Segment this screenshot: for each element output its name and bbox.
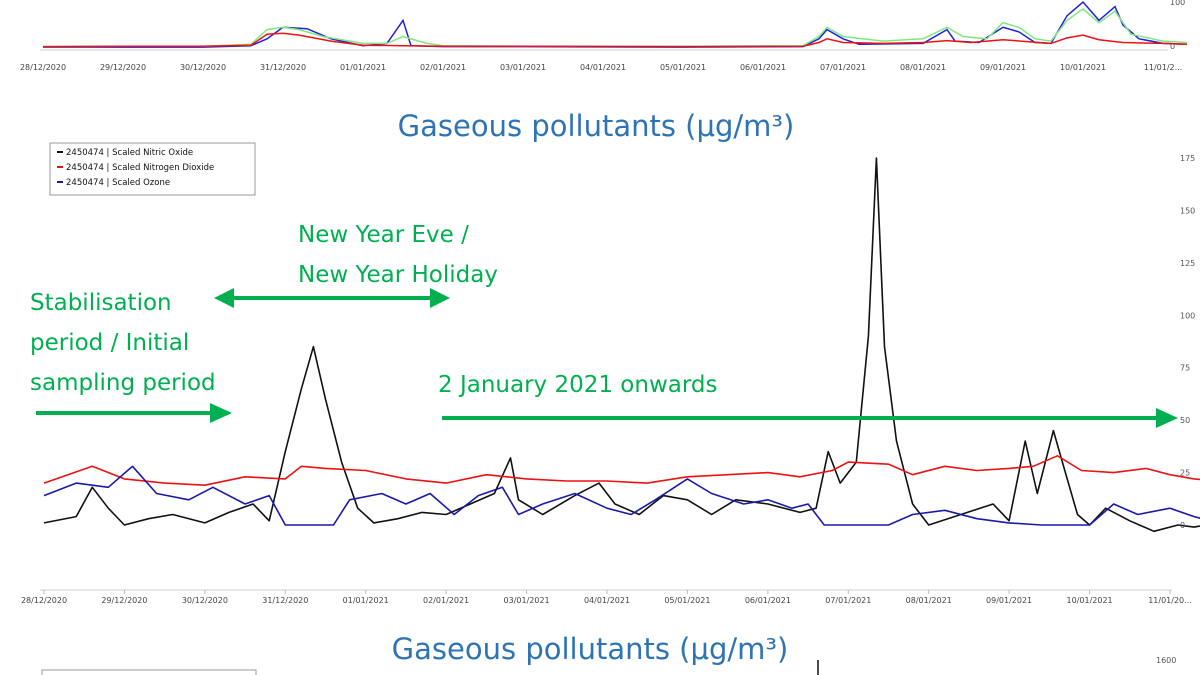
- arrow-stabilisation: [36, 403, 232, 423]
- top-x-tick-label: 03/01/2021: [500, 63, 546, 72]
- x-tick-label: 06/01/2021: [745, 596, 791, 605]
- series-line-2450474-scaled-nitrogen-dioxide: [43, 455, 1200, 486]
- y-tick-label: 175: [1180, 154, 1195, 163]
- y-tick-label: 25: [1180, 469, 1190, 478]
- x-tick-label: 07/01/2021: [825, 596, 871, 605]
- y-tick-label: 0: [1180, 521, 1185, 530]
- annotations: New Year Eve / New Year Holiday Stabilis…: [30, 222, 1178, 428]
- top-x-tick-label: 31/12/2020: [260, 63, 306, 72]
- top-series-line-1: [42, 7, 1188, 48]
- top-x-tick-label: 07/01/2021: [820, 63, 866, 72]
- x-tick-label: 04/01/2021: [584, 596, 630, 605]
- legend-item-2450474-scaled-nitric-oxide: 2450474 | Scaled Nitric Oxide: [66, 148, 193, 158]
- x-tick-label: 30/12/2020: [182, 596, 228, 605]
- series-line-2450474-scaled-ozone: [43, 465, 1200, 526]
- top-chart-y-ticks: 100 0: [1170, 0, 1185, 51]
- annotation-stabilisation: Stabilisation: [30, 290, 172, 316]
- top-series-line-2: [42, 32, 1188, 48]
- legend-item-2450474-scaled-ozone: 2450474 | Scaled Ozone: [66, 178, 170, 188]
- middle-chart-title: Gaseous pollutants (μg/m³): [398, 109, 795, 143]
- top-x-tick-label: 04/01/2021: [580, 63, 626, 72]
- middle-chart: Gaseous pollutants (μg/m³) 28/12/2020 29/…: [21, 109, 1200, 605]
- top-chart: 28/12/2020 29/12/2020 30/12/2020 31/12/2020…: [20, 0, 1188, 72]
- arrow-2-january-onwards: [442, 408, 1178, 428]
- x-tick-label: 03/01/2021: [504, 596, 550, 605]
- x-tick-label: 01/01/2021: [343, 596, 389, 605]
- top-chart-x-ticks: 28/12/2020 29/12/2020 30/12/2020 31/12/2020…: [20, 63, 1182, 72]
- y-tick-label: 75: [1180, 364, 1190, 373]
- top-y-tick-label: 0: [1170, 42, 1175, 51]
- bottom-chart: Gaseous pollutants (μg/m³) 1600: [41, 632, 1176, 675]
- top-x-tick-label: 09/01/2021: [980, 63, 1026, 72]
- top-x-tick-label: 02/01/2021: [420, 63, 466, 72]
- x-tick-label: 02/01/2021: [423, 596, 469, 605]
- bottom-legend-box: [41, 669, 257, 675]
- top-y-tick-label: 100: [1170, 0, 1185, 7]
- x-tick-label: 05/01/2021: [664, 596, 710, 605]
- middle-chart-x-ticks: 28/12/2020 29/12/2020 30/12/2020 31/12/2020…: [21, 590, 1192, 605]
- middle-chart-legend: 2450474 | Scaled Nitric Oxide 2450474 | S…: [49, 142, 256, 196]
- top-x-tick-label: 06/01/2021: [740, 63, 786, 72]
- y-tick-label: 100: [1180, 311, 1195, 320]
- x-tick-label: 10/01/2021: [1067, 596, 1113, 605]
- legend-item-2450474-scaled-nitrogen-dioxide: 2450474 | Scaled Nitrogen Dioxide: [66, 163, 214, 173]
- annotation-new-year-holiday: New Year Holiday: [298, 262, 498, 288]
- top-series-line-0: [43, 0, 1188, 48]
- x-tick-label: 31/12/2020: [262, 596, 308, 605]
- annotation-2-january-onwards: 2 January 2021 onwards: [438, 372, 717, 398]
- y-tick-label: 150: [1180, 206, 1195, 215]
- middle-chart-series: [43, 157, 1200, 533]
- x-tick-label: 09/01/2021: [986, 596, 1032, 605]
- top-x-tick-label: 29/12/2020: [100, 63, 146, 72]
- top-x-tick-label: 08/01/2021: [900, 63, 946, 72]
- top-x-tick-label: 10/01/2021: [1060, 63, 1106, 72]
- x-tick-label: 08/01/2021: [906, 596, 952, 605]
- y-tick-label: 50: [1180, 416, 1190, 425]
- top-x-tick-label: 05/01/2021: [660, 63, 706, 72]
- x-tick-label: 11/01/20...: [1148, 596, 1192, 605]
- x-tick-label: 29/12/2020: [101, 596, 147, 605]
- bottom-chart-y-tick: 1600: [1156, 656, 1176, 665]
- legend-box: [49, 142, 256, 196]
- arrow-new-year-double: [214, 288, 450, 308]
- annotation-period-initial: period / Initial: [30, 330, 189, 356]
- annotation-new-year-eve: New Year Eve /: [298, 222, 469, 248]
- x-tick-label: 28/12/2020: [21, 596, 67, 605]
- top-x-tick-label: 01/01/2021: [340, 63, 386, 72]
- annotation-sampling-period: sampling period: [30, 370, 216, 396]
- top-x-tick-label: 30/12/2020: [180, 63, 226, 72]
- bottom-chart-title: Gaseous pollutants (μg/m³): [392, 632, 789, 666]
- top-x-tick-label: 28/12/2020: [20, 63, 66, 72]
- top-chart-series: [42, 0, 1188, 48]
- series-line-2450474-scaled-nitric-oxide: [43, 157, 1200, 533]
- middle-chart-y-ticks: 175 150 125 100 75 50 25 0: [1180, 154, 1195, 530]
- top-x-tick-label: 11/01/2...: [1144, 63, 1182, 72]
- y-tick-label: 125: [1180, 259, 1195, 268]
